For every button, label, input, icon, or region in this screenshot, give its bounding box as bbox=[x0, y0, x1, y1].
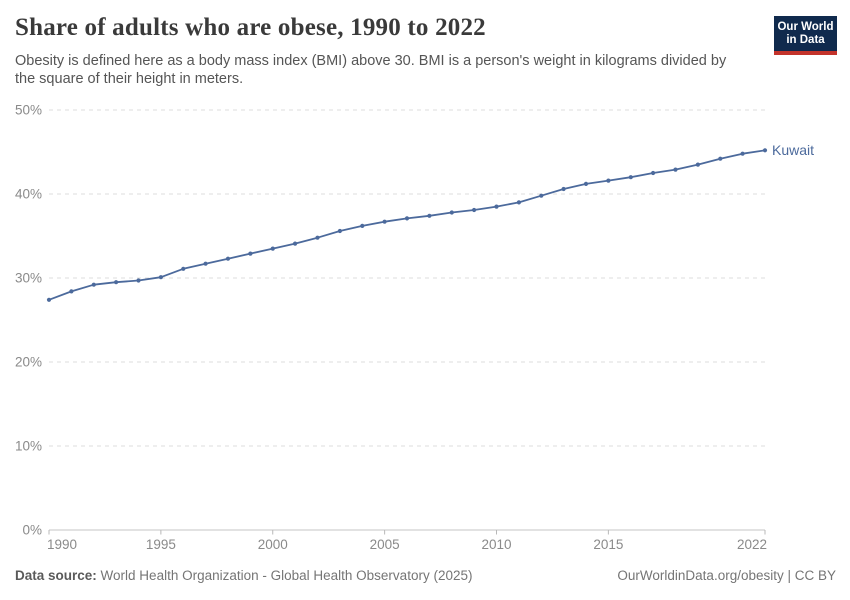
data-point bbox=[158, 275, 163, 280]
data-point bbox=[69, 289, 74, 294]
data-point bbox=[46, 297, 52, 302]
data-point bbox=[382, 219, 387, 224]
data-point bbox=[673, 167, 678, 172]
data-point bbox=[293, 241, 298, 246]
data-point bbox=[606, 178, 611, 183]
data-point bbox=[337, 228, 342, 234]
chart-footer: Data source: World Health Organization -… bbox=[15, 568, 836, 583]
data-source-label: Data source: bbox=[15, 568, 97, 583]
data-point bbox=[114, 280, 119, 285]
x-axis-label: 2022 bbox=[737, 537, 767, 552]
data-point bbox=[472, 207, 477, 213]
data-point bbox=[561, 186, 566, 192]
data-point bbox=[404, 216, 410, 221]
data-point bbox=[583, 181, 589, 186]
chart-subtitle: Obesity is defined here as a body mass i… bbox=[15, 53, 727, 87]
y-axis-label: 10% bbox=[15, 439, 42, 454]
data-point bbox=[360, 223, 365, 228]
data-point bbox=[494, 204, 499, 209]
data-point bbox=[539, 193, 544, 198]
owid-logo-line1: Our World bbox=[777, 21, 834, 33]
data-point bbox=[449, 210, 454, 215]
data-point bbox=[181, 266, 186, 271]
owid-logo: Our World in Data bbox=[774, 16, 837, 55]
data-point bbox=[695, 162, 701, 167]
owid-logo-red-bar bbox=[774, 51, 837, 55]
data-point bbox=[315, 235, 320, 240]
data-point bbox=[740, 151, 745, 156]
data-point bbox=[762, 148, 768, 153]
data-source-value: World Health Organization - Global Healt… bbox=[100, 568, 473, 583]
y-axis-label: 50% bbox=[15, 103, 42, 118]
y-axis-label: 30% bbox=[15, 271, 42, 286]
data-point bbox=[628, 175, 633, 180]
data-point bbox=[203, 261, 208, 266]
data-point bbox=[427, 213, 432, 218]
y-axis-label: 20% bbox=[15, 355, 42, 370]
x-axis-label: 2005 bbox=[370, 537, 400, 552]
data-point bbox=[248, 251, 253, 256]
x-axis-label: 2015 bbox=[593, 537, 623, 552]
data-point bbox=[516, 200, 522, 205]
data-point bbox=[136, 278, 141, 283]
attribution: OurWorldinData.org/obesity | CC BY bbox=[617, 568, 836, 583]
x-axis-label: 1990 bbox=[47, 537, 77, 552]
series-label: Kuwait bbox=[772, 142, 814, 158]
x-axis-label: 1995 bbox=[146, 537, 176, 552]
data-point bbox=[225, 256, 231, 261]
data-source: Data source: World Health Organization -… bbox=[15, 568, 472, 583]
trend-line bbox=[48, 149, 766, 301]
owid-logo-line2: in Data bbox=[786, 34, 825, 46]
chart-title: Share of adults who are obese, 1990 to 2… bbox=[15, 14, 486, 41]
data-point bbox=[651, 170, 656, 176]
data-point bbox=[91, 282, 96, 287]
x-axis-label: 2010 bbox=[481, 537, 511, 552]
y-axis-label: 40% bbox=[15, 187, 42, 202]
data-point bbox=[718, 156, 723, 161]
x-axis-label: 2000 bbox=[258, 537, 288, 552]
y-axis-label: 0% bbox=[22, 523, 42, 538]
data-point bbox=[270, 246, 275, 251]
